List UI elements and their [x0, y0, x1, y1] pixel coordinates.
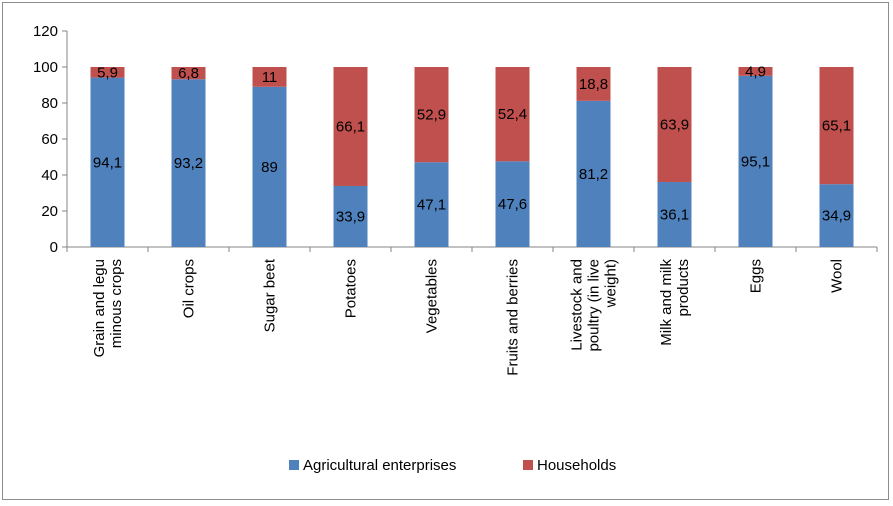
data-label: 4,9 — [745, 63, 766, 80]
data-label: 36,1 — [660, 207, 689, 224]
legend-swatch-households — [523, 460, 533, 470]
bar-agricultural-enterprises — [414, 162, 449, 247]
x-category-label: Wool — [829, 259, 846, 293]
bar-agricultural-enterprises — [738, 75, 773, 247]
y-tick-label: 100 — [33, 59, 58, 76]
bar-households — [657, 67, 692, 183]
stacked-bar-chart: 0 20 40 60 80 100 120 Grain and leguminous crop… — [33, 23, 878, 474]
bar-households — [495, 67, 530, 162]
data-label: 95,1 — [741, 153, 770, 170]
data-label: 5,9 — [97, 64, 118, 81]
data-label: 93,2 — [174, 155, 203, 172]
data-label: 89 — [261, 159, 278, 176]
bar-households — [171, 67, 206, 80]
bar-agricultural-enterprises — [576, 100, 611, 247]
bar-agricultural-enterprises — [657, 182, 692, 247]
data-label: 6,8 — [178, 65, 199, 82]
x-category-label: Eggs — [748, 259, 765, 293]
data-label: 47,6 — [498, 196, 527, 213]
x-category-label: Vegetables — [424, 259, 441, 333]
x-category-label: Milk and milkproducts — [658, 259, 692, 346]
data-label: 81,2 — [579, 166, 608, 183]
bar-households — [90, 67, 125, 78]
y-tick-label: 20 — [41, 203, 58, 220]
chart-frame: 0 20 40 60 80 100 120 Grain and leguminous crop… — [2, 2, 889, 500]
legend: Agricultural enterprises Households — [289, 457, 616, 474]
data-label: 11 — [262, 69, 278, 86]
x-category-label: Oil crops — [181, 259, 198, 318]
data-label: 47,1 — [417, 197, 446, 214]
x-category-label: Potatoes — [343, 259, 360, 318]
y-tick-label: 60 — [41, 131, 58, 148]
x-category-label: Fruits and berries — [505, 259, 522, 376]
data-label: 34,9 — [822, 208, 851, 225]
x-category-label: Sugar beet — [262, 258, 279, 332]
data-label: 52,9 — [417, 107, 446, 124]
x-category-label: Livestock andpoultry (in liveweight) — [569, 259, 620, 352]
bar-households — [333, 67, 368, 186]
bar-households — [576, 67, 611, 101]
data-label: 65,1 — [822, 118, 851, 135]
bar-agricultural-enterprises — [252, 86, 287, 247]
bar-agricultural-enterprises — [171, 79, 206, 248]
bar-agricultural-enterprises — [819, 184, 854, 247]
bars — [90, 67, 854, 248]
bar-agricultural-enterprises — [333, 185, 368, 247]
bar-agricultural-enterprises — [90, 77, 125, 248]
data-labels: 94,1 5,9 93,2 6,8 89 11 33,9 66,1 47,1 52,9 47,6 52… — [93, 63, 851, 225]
y-tick-label: 120 — [33, 23, 58, 40]
y-tick-label: 80 — [41, 95, 58, 112]
data-label: 66,1 — [336, 118, 365, 135]
data-label: 63,9 — [660, 117, 689, 134]
legend-swatch-agricultural-enterprises — [289, 460, 299, 470]
data-label: 18,8 — [579, 76, 608, 93]
x-category-label: Grain and leguminous crops — [91, 259, 125, 357]
legend-label: Households — [537, 457, 616, 474]
bar-agricultural-enterprises — [495, 161, 530, 247]
axes: 0 20 40 60 80 100 120 Grain and leguminous crop… — [33, 23, 878, 376]
data-label: 33,9 — [336, 208, 365, 225]
y-tick-label: 0 — [50, 239, 58, 256]
data-label: 94,1 — [93, 154, 122, 171]
bar-households — [252, 67, 287, 87]
legend-label: Agricultural enterprises — [303, 457, 456, 474]
data-label: 52,4 — [498, 106, 527, 123]
y-tick-label: 40 — [41, 167, 58, 184]
bar-households — [414, 67, 449, 163]
bar-households — [738, 67, 773, 76]
bar-households — [819, 67, 854, 185]
